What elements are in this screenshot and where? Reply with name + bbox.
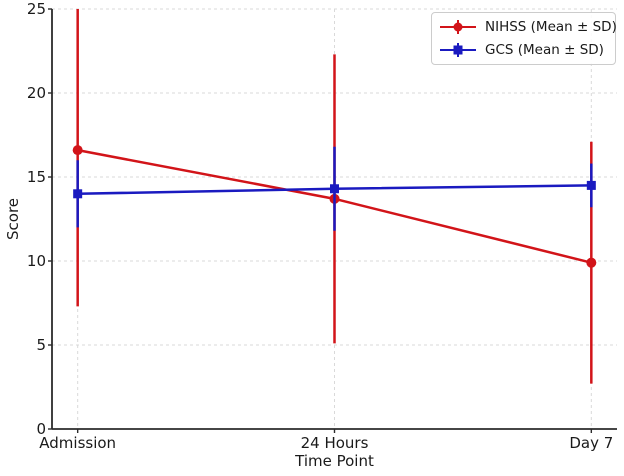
x-axis-label: Time Point — [295, 452, 374, 470]
data-marker-square — [330, 184, 339, 194]
y-tick-label: 10 — [26, 252, 46, 270]
x-tick-label: Admission — [39, 434, 117, 452]
legend: NIHSS (Mean ± SD) GCS (Mean ± SD) — [431, 12, 617, 65]
y-tick-label: 5 — [36, 336, 46, 354]
legend-square-marker-icon — [440, 42, 476, 58]
axes — [48, 8, 617, 433]
data-marker-square — [73, 189, 83, 199]
y-tick-label: 0 — [36, 420, 46, 438]
y-tick-label: 15 — [26, 168, 46, 186]
legend-item: GCS (Mean ± SD) — [440, 40, 607, 60]
legend-label: GCS (Mean ± SD) — [485, 42, 604, 58]
data-marker-square — [586, 180, 596, 190]
y-tick-label: 20 — [26, 84, 46, 102]
x-tick-label: 24 Hours — [300, 434, 369, 452]
legend-circle-marker-icon — [440, 19, 476, 35]
y-tick-label: 25 — [26, 0, 46, 18]
legend-label: NIHSS (Mean ± SD) — [485, 19, 617, 35]
data-marker-circle — [586, 257, 597, 268]
legend-item: NIHSS (Mean ± SD) — [440, 17, 617, 37]
data-marker-circle — [72, 145, 83, 156]
gcs-series — [73, 146, 596, 231]
x-tick-label: Day 7 — [569, 434, 614, 452]
y-axis-label: Score — [4, 197, 22, 241]
